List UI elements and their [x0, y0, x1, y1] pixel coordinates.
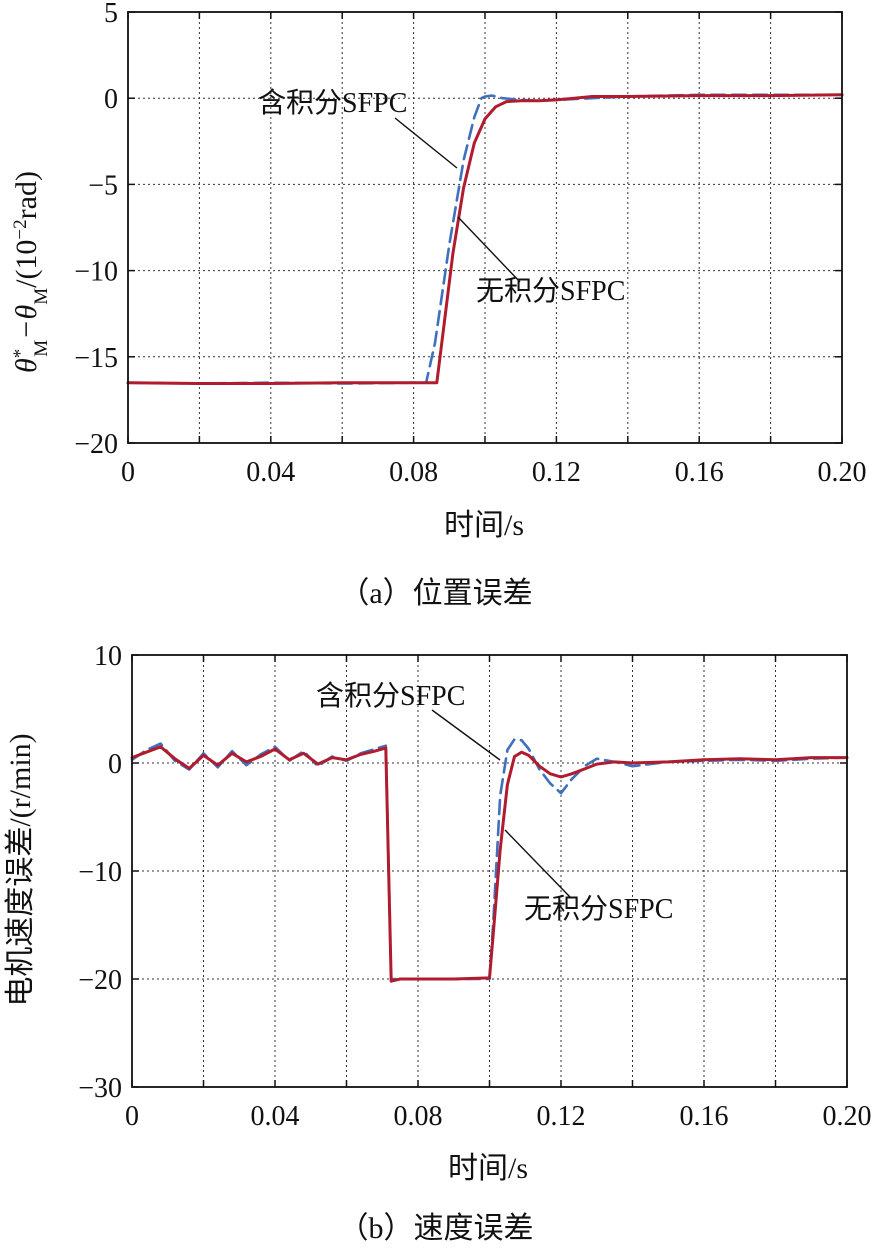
x-tick-label: 0.08	[394, 1101, 443, 1132]
panel-b-caption: （b）速度误差	[339, 1212, 534, 1245]
panel-b-tick-labels: 0 0.04 0.08 0.12 0.16 0.20 −30 −20 −10 0 10	[78, 641, 871, 1132]
panel-b-plot-frame	[131, 654, 848, 1088]
panel-a-ylabel-unit-close: rad)	[10, 171, 43, 219]
x-tick-label: 0.16	[675, 457, 724, 488]
annotation-leader-line	[431, 709, 501, 761]
y-tick-label: −20	[78, 965, 122, 996]
x-tick-label: 0.04	[246, 457, 295, 488]
panel-b-speed-error: 0 0.04 0.08 0.12 0.16 0.20 −30 −20 −10 0 10 含积分SFP…	[4, 641, 872, 1245]
panel-a-annotation-integral: 含积分SFPC	[258, 87, 407, 119]
panel-a-position-error: 0 0.04 0.08 0.12 0.16 0.20 −20 −15 −10 −5 0 5 含积分SF…	[10, 0, 867, 610]
series-line-no-integral-sfpc	[130, 745, 849, 983]
panel-a-plot-frame	[127, 11, 843, 444]
x-tick-label: 0.20	[823, 1101, 872, 1132]
x-tick-label: 0.08	[389, 457, 438, 488]
y-tick-label: −10	[78, 857, 122, 888]
x-tick-label: 0.04	[251, 1101, 300, 1132]
panel-b-grid	[131, 654, 848, 1088]
x-tick-label: 0.16	[680, 1101, 729, 1132]
x-tick-label: 0.12	[532, 457, 581, 488]
y-tick-label: 0	[108, 749, 122, 780]
y-tick-label: 10	[94, 641, 122, 672]
panel-a-annotation-no-integral: 无积分SFPC	[476, 276, 625, 307]
y-tick-label: 0	[104, 84, 118, 115]
y-tick-label: −5	[88, 170, 118, 201]
panel-a-ylabel-sub: M	[31, 340, 52, 357]
y-tick-label: −15	[74, 343, 118, 374]
panel-b-x-axis-label: 时间/s	[448, 1152, 528, 1185]
annotation-leader-line	[457, 216, 521, 283]
annotation-leader-line	[504, 829, 571, 898]
panel-b-y-axis-label: 电机速度误差/(r/min)	[4, 733, 37, 1006]
x-tick-label: 0	[121, 457, 135, 488]
y-tick-label: −10	[74, 257, 118, 288]
panel-a-series	[126, 93, 844, 385]
panel-a-grid	[127, 11, 843, 444]
panel-a-ylabel-mid: −θ	[10, 305, 43, 340]
panel-a-tick-labels: 0 0.04 0.08 0.12 0.16 0.20 −20 −15 −10 −5 0 5	[74, 0, 866, 488]
panel-b-annotation-no-integral: 无积分SFPC	[524, 894, 673, 925]
panel-b-series	[130, 737, 849, 983]
annotation-leader-line	[394, 117, 458, 169]
panel-a-x-axis-label: 时间/s	[444, 509, 524, 542]
x-tick-label: 0.20	[818, 457, 867, 488]
y-tick-label: −20	[74, 429, 118, 460]
panel-a-ylabel-sub2: M	[31, 288, 52, 305]
panel-a-y-axis-label: θ*M−θM/(10−2rad)	[10, 171, 52, 373]
x-tick-label: 0.12	[537, 1101, 586, 1132]
panel-a-annotation-leaders	[394, 117, 521, 283]
panel-a-ylabel-unit-open: /(10	[10, 240, 43, 288]
panel-a-ylabel-theta: θ	[10, 358, 43, 373]
y-tick-label: −30	[78, 1073, 122, 1104]
panel-b-annotation-integral: 含积分SFPC	[316, 680, 465, 712]
x-tick-label: 0	[125, 1101, 139, 1132]
panel-a-ylabel-sup: *	[10, 349, 31, 359]
series-line-no-integral-sfpc	[126, 93, 844, 385]
y-tick-label: 5	[104, 0, 118, 29]
panel-b-annotation-leaders	[431, 709, 571, 898]
panel-a-caption: （a）位置误差	[339, 577, 532, 610]
panel-a-ylabel-unit-exp: −2	[10, 219, 31, 239]
